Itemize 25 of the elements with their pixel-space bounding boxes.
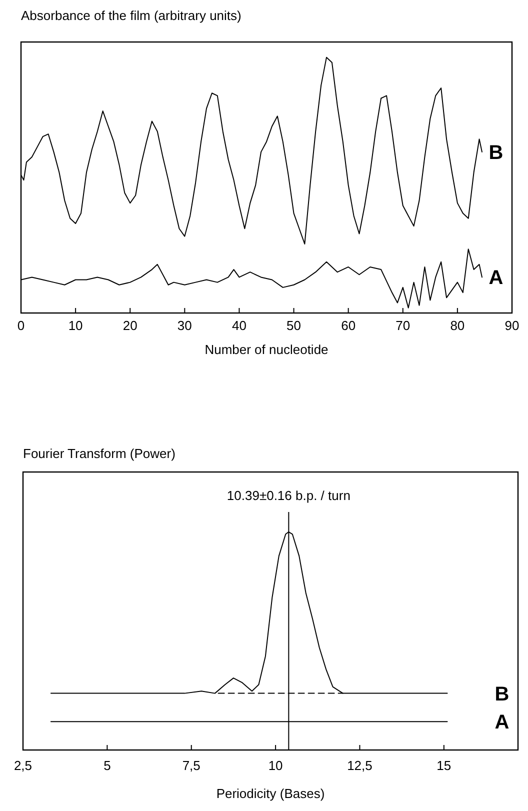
x-tick-label: 60 (341, 318, 356, 333)
x-tick-label: 50 (286, 318, 302, 333)
x-tick-label: 20 (122, 318, 138, 333)
text: A (494, 712, 510, 734)
x-axis-title: Periodicity (Bases) (216, 786, 325, 801)
chart-title: Absorbance of the film (arbitrary units) (21, 8, 242, 23)
x-tick-label: 90 (504, 318, 520, 333)
x-tick-label: 7,5 (182, 758, 200, 773)
series-label: B (488, 142, 504, 164)
x-tick-label: 15 (436, 758, 452, 773)
x-tick-label: 5 (104, 758, 111, 773)
chart-title: Fourier Transform (Power) (23, 446, 176, 461)
x-tick-label: 10 (68, 318, 83, 333)
x-tick-label: 30 (177, 318, 192, 333)
x-tick-label: 70 (396, 318, 410, 333)
x-tick-label: 2,5 (14, 758, 32, 773)
series-label: A (488, 267, 504, 290)
x-tick-label: 0 (17, 318, 25, 333)
x-tick-label: 12,5 (347, 758, 372, 773)
x-tick-label: 40 (232, 318, 246, 333)
ref-line-label: 10.39±0.16 b.p. / turn (226, 488, 350, 503)
x-axis-title: Number of nucleotide (204, 342, 328, 357)
x-tick-label: 80 (450, 318, 465, 333)
text: B (494, 683, 510, 706)
x-tick-label: 10 (268, 758, 283, 773)
